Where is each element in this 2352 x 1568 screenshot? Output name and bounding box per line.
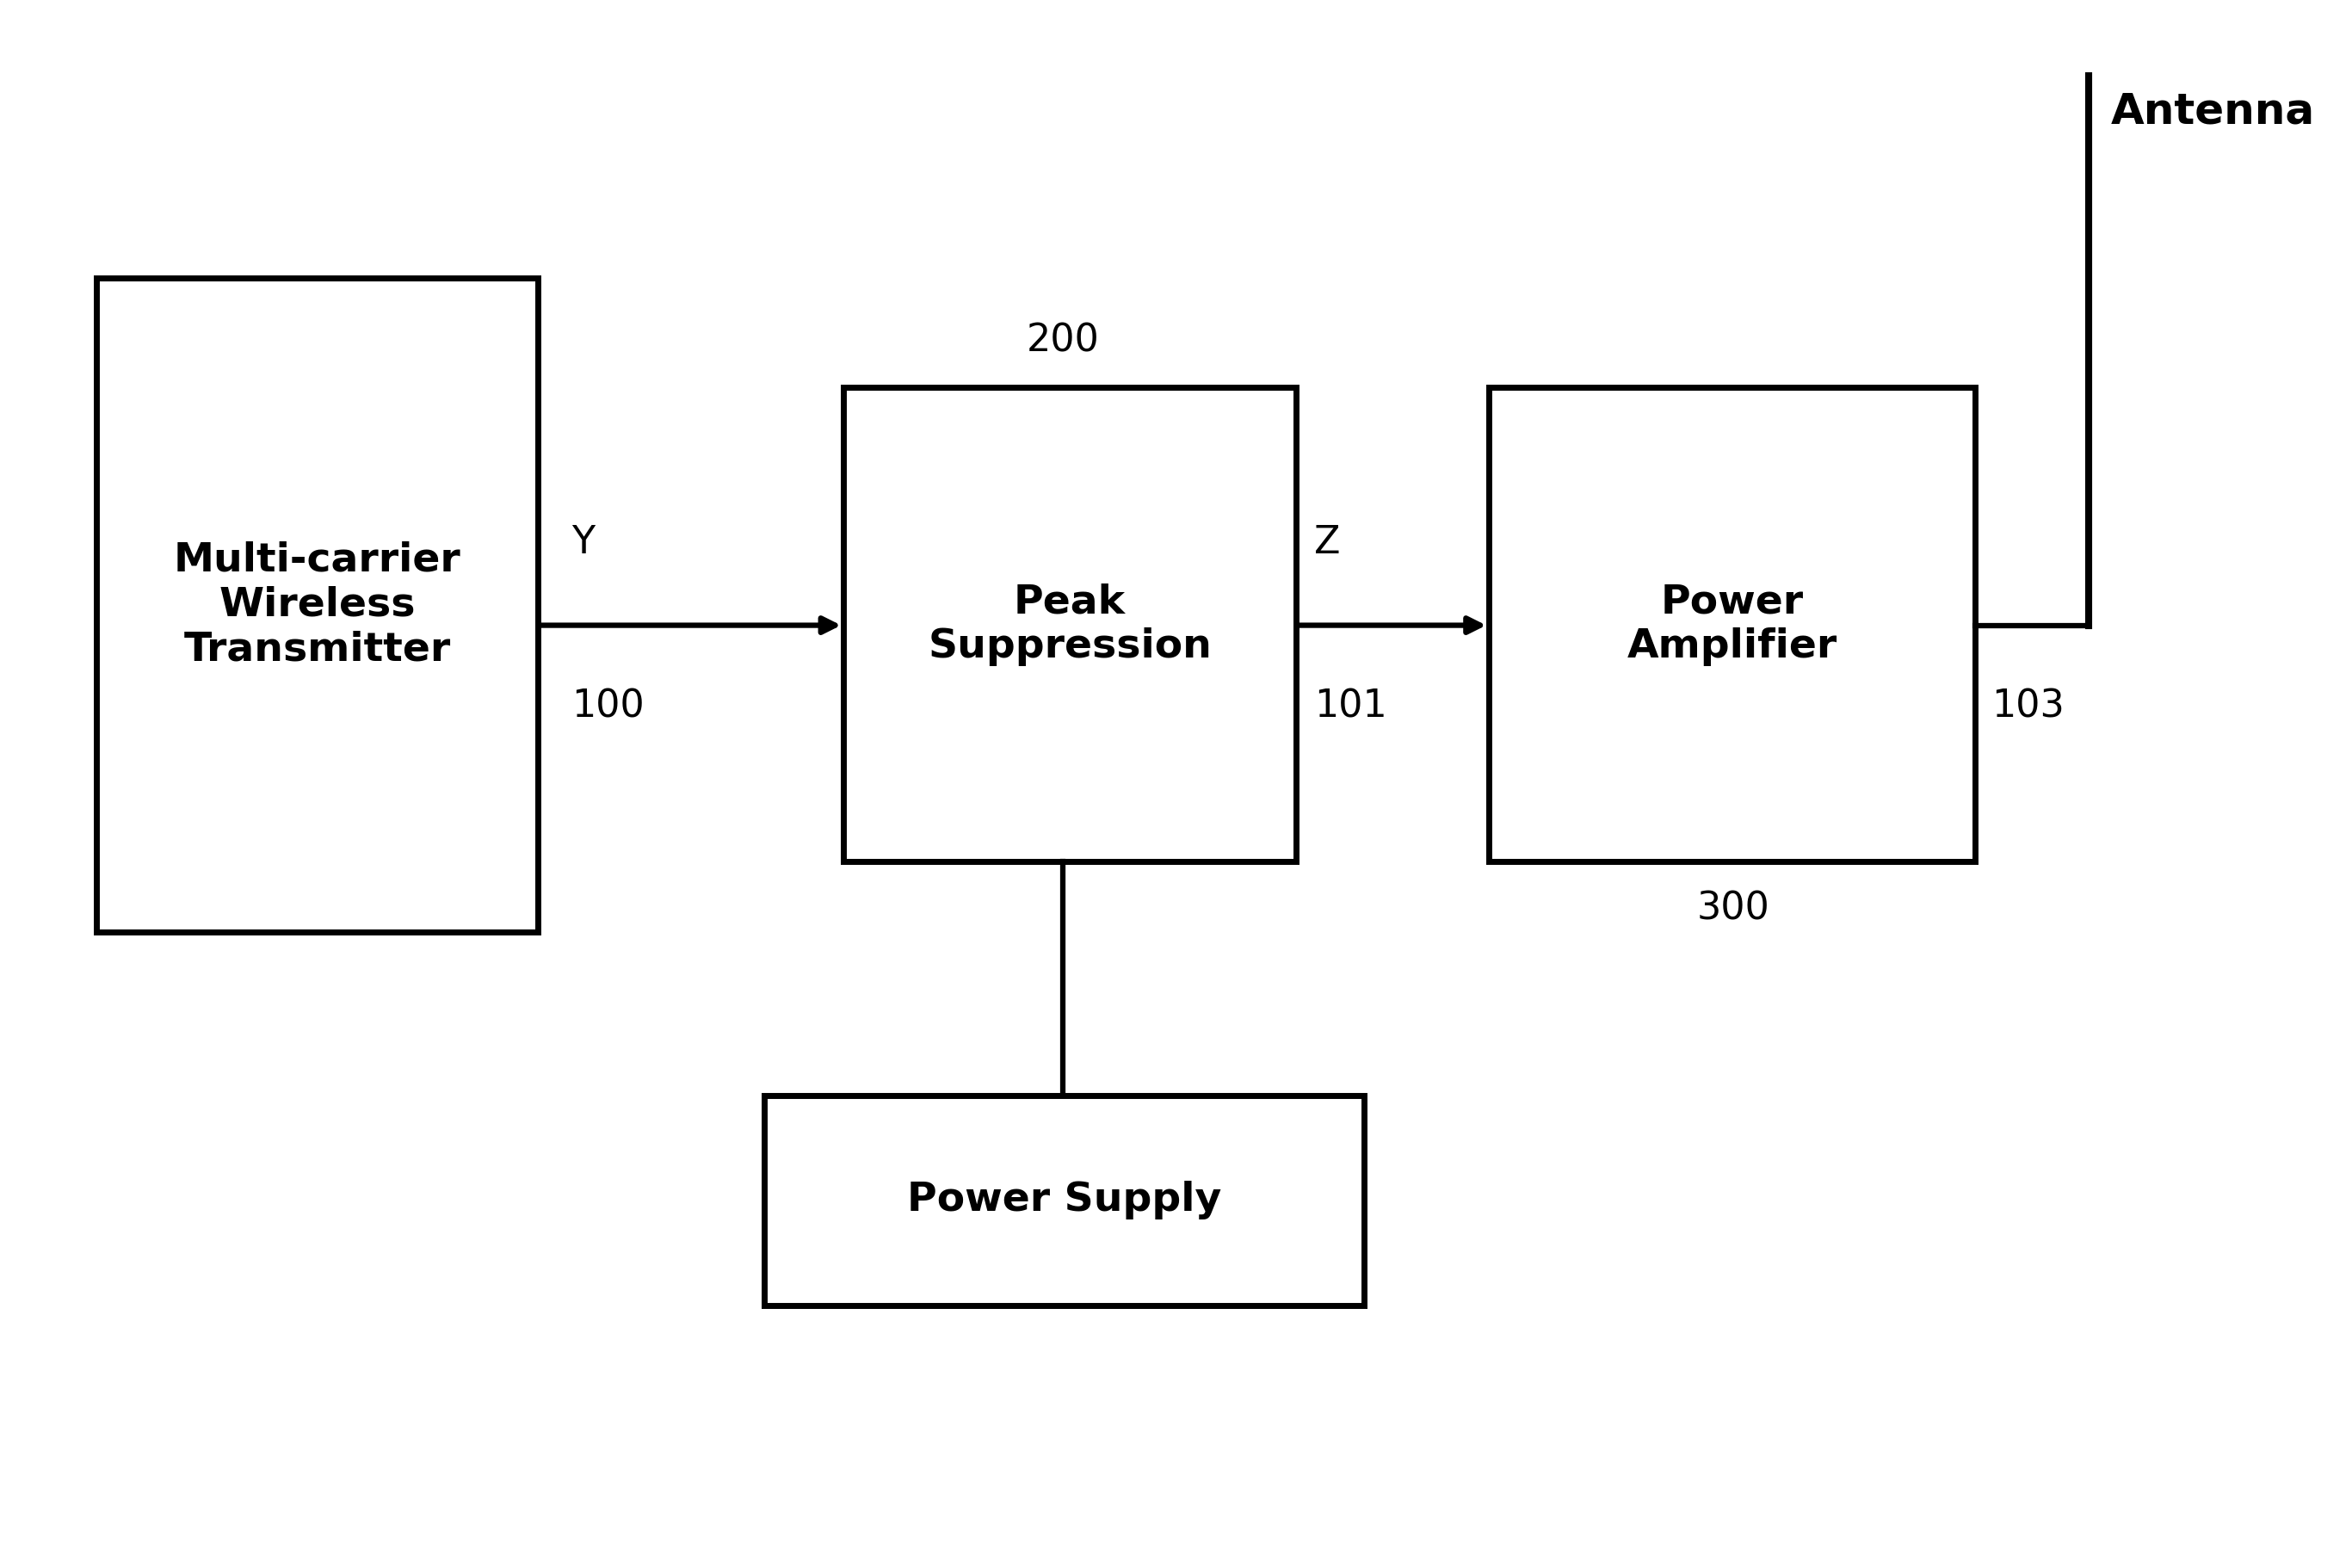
Text: 101: 101 (1315, 688, 1388, 724)
Text: 103: 103 (1992, 688, 2065, 724)
Bar (764, 1094, 1364, 1305)
Text: 300: 300 (1696, 891, 1769, 927)
Bar (96, 278, 539, 931)
Text: Z: Z (1315, 524, 1341, 561)
Text: Power
Amplifier: Power Amplifier (1628, 583, 1837, 666)
Text: Peak
Suppression: Peak Suppression (929, 583, 1211, 666)
Bar (844, 387, 1296, 862)
Text: 100: 100 (572, 688, 644, 724)
Text: Antenna: Antenna (2112, 91, 2314, 132)
Text: Y: Y (572, 524, 595, 561)
Bar (1489, 387, 1976, 862)
Text: 200: 200 (1025, 321, 1101, 359)
Text: Power Supply: Power Supply (908, 1181, 1221, 1220)
Text: Multi-carrier
Wireless
Transmitter: Multi-carrier Wireless Transmitter (174, 541, 461, 670)
